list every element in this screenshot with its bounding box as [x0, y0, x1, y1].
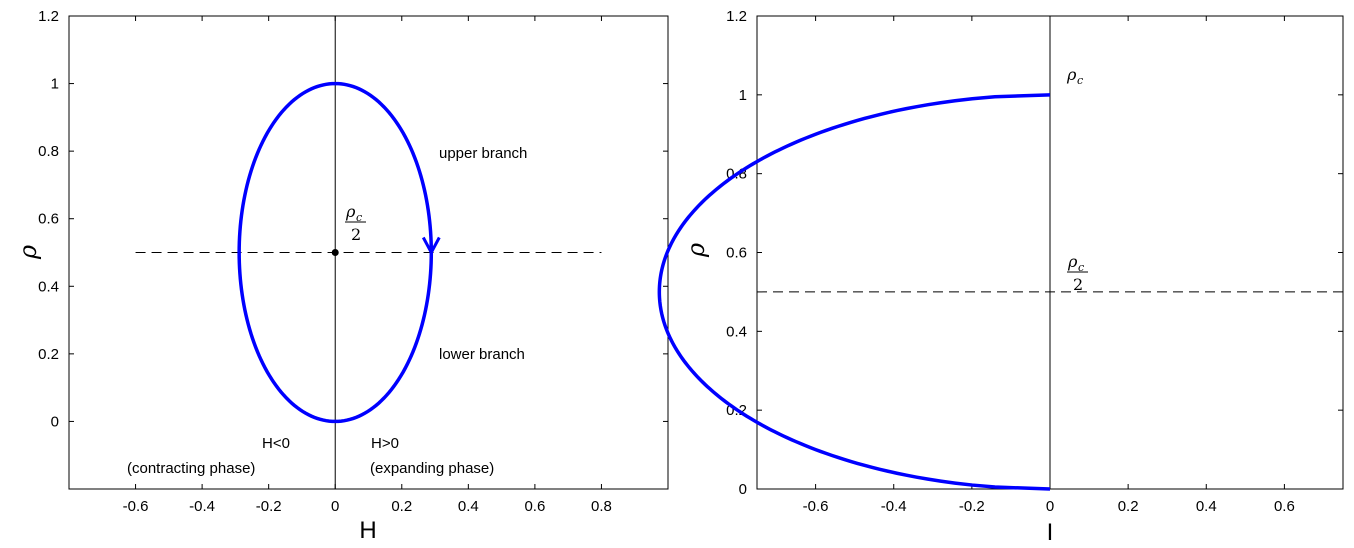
right-y-tick-label: 0.6 — [726, 245, 747, 262]
left-y-tick-label: 0 — [51, 413, 59, 430]
right-x-tick-label: -0.6 — [803, 498, 829, 515]
right-panel: -0.6 -0.4 -0.2 0 0.2 0.4 0.6 00.20.40.60.811.2… — [657, 8, 1344, 546]
left-y-tick-label: 1.2 — [38, 8, 59, 25]
left-y-tick-label: 0.6 — [38, 211, 59, 228]
right-x-ticks: -0.6 -0.4 -0.2 0 0.2 0.4 0.6 — [803, 16, 1295, 515]
left-x-tick-label: 0.4 — [458, 498, 479, 515]
right-x-tick-label: -0.2 — [959, 498, 985, 515]
contracting-phase-label: (contracting phase) — [127, 460, 255, 477]
left-x-tick-label: -0.6 — [123, 498, 149, 515]
left-x-tick-label: -0.2 — [256, 498, 282, 515]
expanding-phase-label: (expanding phase) — [370, 460, 494, 477]
svg-text:ρ: ρ — [1066, 65, 1077, 84]
right-y-axis-label: ρ — [682, 243, 710, 258]
left-direction-arrow — [421, 236, 441, 256]
left-center-point — [331, 249, 339, 256]
h-positive-label: H>0 — [371, 435, 399, 452]
left-x-tick-label: 0 — [331, 498, 339, 515]
svg-text:c: c — [1078, 261, 1084, 274]
right-rho-c-label: ρ c — [1066, 65, 1083, 87]
svg-text:ρ: ρ — [1067, 252, 1078, 271]
right-x-tick-label: 0.2 — [1118, 498, 1139, 515]
right-x-tick-label: 0.6 — [1274, 498, 1295, 515]
right-x-tick-label: -0.4 — [881, 498, 907, 515]
right-y-tick-label: 0 — [739, 481, 747, 498]
svg-text:2: 2 — [1073, 275, 1083, 294]
left-x-tick-label: 0.8 — [591, 498, 612, 515]
svg-text:ρ: ρ — [345, 202, 356, 221]
left-x-tick-label: 0.2 — [391, 498, 412, 515]
svg-text:c: c — [356, 211, 362, 224]
left-x-tick-label: 0.6 — [524, 498, 545, 515]
right-y-tick-label: 1 — [739, 87, 747, 104]
left-y-tick-label: 0.2 — [38, 346, 59, 363]
lower-branch-label: lower branch — [439, 346, 525, 363]
right-x-axis-label: I — [1047, 519, 1054, 546]
right-x-tick-label: 0.4 — [1196, 498, 1217, 515]
left-y-tick-label: 1 — [51, 76, 59, 93]
left-panel: -0.6 -0.4 -0.2 0 0.2 0.4 0.6 0.8 0 0.2 0.4 0.6 0.8 1… — [14, 8, 669, 544]
left-y-tick-label: 0.8 — [38, 143, 59, 160]
svg-text:c: c — [1077, 74, 1083, 87]
left-y-tick-label: 0.4 — [38, 278, 59, 295]
upper-branch-label: upper branch — [439, 145, 527, 162]
left-y-axis-label: ρ — [14, 245, 42, 260]
left-rho-c-over-2-label: ρ c 2 — [345, 202, 366, 244]
svg-text:2: 2 — [351, 225, 361, 244]
right-y-tick-label: 1.2 — [726, 8, 747, 25]
left-ellipse-curve — [237, 81, 434, 424]
right-y-ticks: 00.20.40.60.811.2 — [726, 8, 1343, 498]
right-y-tick-label: 0.4 — [726, 323, 747, 340]
right-parabola-curve — [657, 93, 1051, 491]
left-x-tick-label: -0.4 — [189, 498, 215, 515]
h-negative-label: H<0 — [262, 435, 290, 452]
right-rho-c-over-2-label: ρ c 2 — [1067, 252, 1088, 294]
right-x-tick-label: 0 — [1046, 498, 1054, 515]
left-x-axis-label: H — [359, 517, 376, 544]
left-x-ticks: -0.6 -0.4 -0.2 0 0.2 0.4 0.6 0.8 — [123, 16, 612, 515]
left-y-ticks: 0 0.2 0.4 0.6 0.8 1 1.2 — [38, 8, 668, 430]
